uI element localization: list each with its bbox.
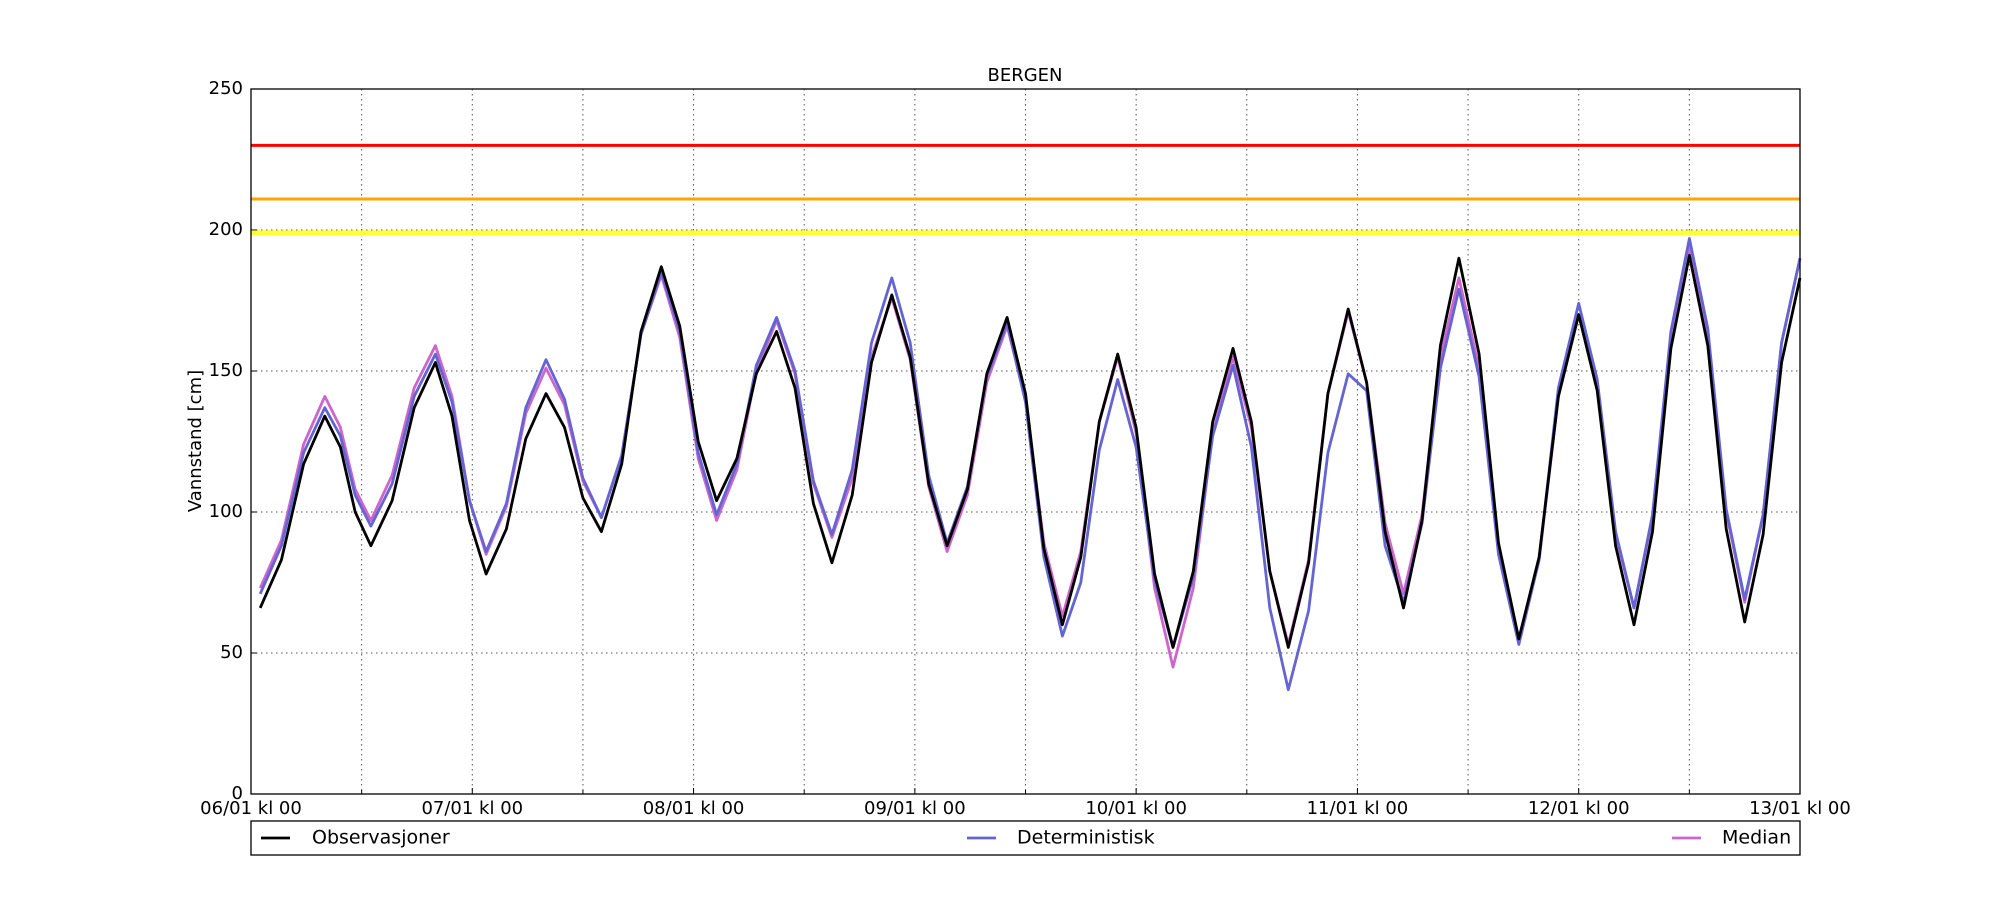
- x-tick-label: 08/01 kl 00: [643, 798, 745, 819]
- plot-frame: [250, 88, 1801, 795]
- series-line: [258, 237, 1802, 692]
- legend-label: Median: [1722, 827, 1791, 849]
- series-line: [258, 245, 1802, 669]
- series-line: [258, 254, 1802, 649]
- x-tick-label: 06/01 kl 00: [200, 798, 302, 819]
- legend-label: Deterministisk: [1017, 827, 1155, 849]
- y-tick-label: 100: [209, 501, 243, 522]
- x-tick-label: 12/01 kl 00: [1528, 798, 1630, 819]
- y-tick-label: 200: [209, 219, 243, 240]
- x-tick-label: 10/01 kl 00: [1085, 798, 1187, 819]
- y-tick-label: 50: [220, 642, 243, 663]
- x-tick-label: 13/01 kl 00: [1749, 798, 1851, 819]
- legend-box: [250, 820, 1801, 856]
- y-tick-label: 250: [209, 78, 243, 99]
- y-tick-label: 0: [232, 783, 243, 804]
- x-tick-label: 11/01 kl 00: [1307, 798, 1409, 819]
- legend-label: Observasjoner: [312, 827, 450, 849]
- chart-title: BERGEN: [987, 65, 1062, 86]
- x-tick-label: 09/01 kl 00: [864, 798, 966, 819]
- y-axis-label: Vannstand [cm]: [185, 370, 206, 512]
- y-tick-label: 150: [209, 360, 243, 381]
- x-tick-label: 07/01 kl 00: [421, 798, 523, 819]
